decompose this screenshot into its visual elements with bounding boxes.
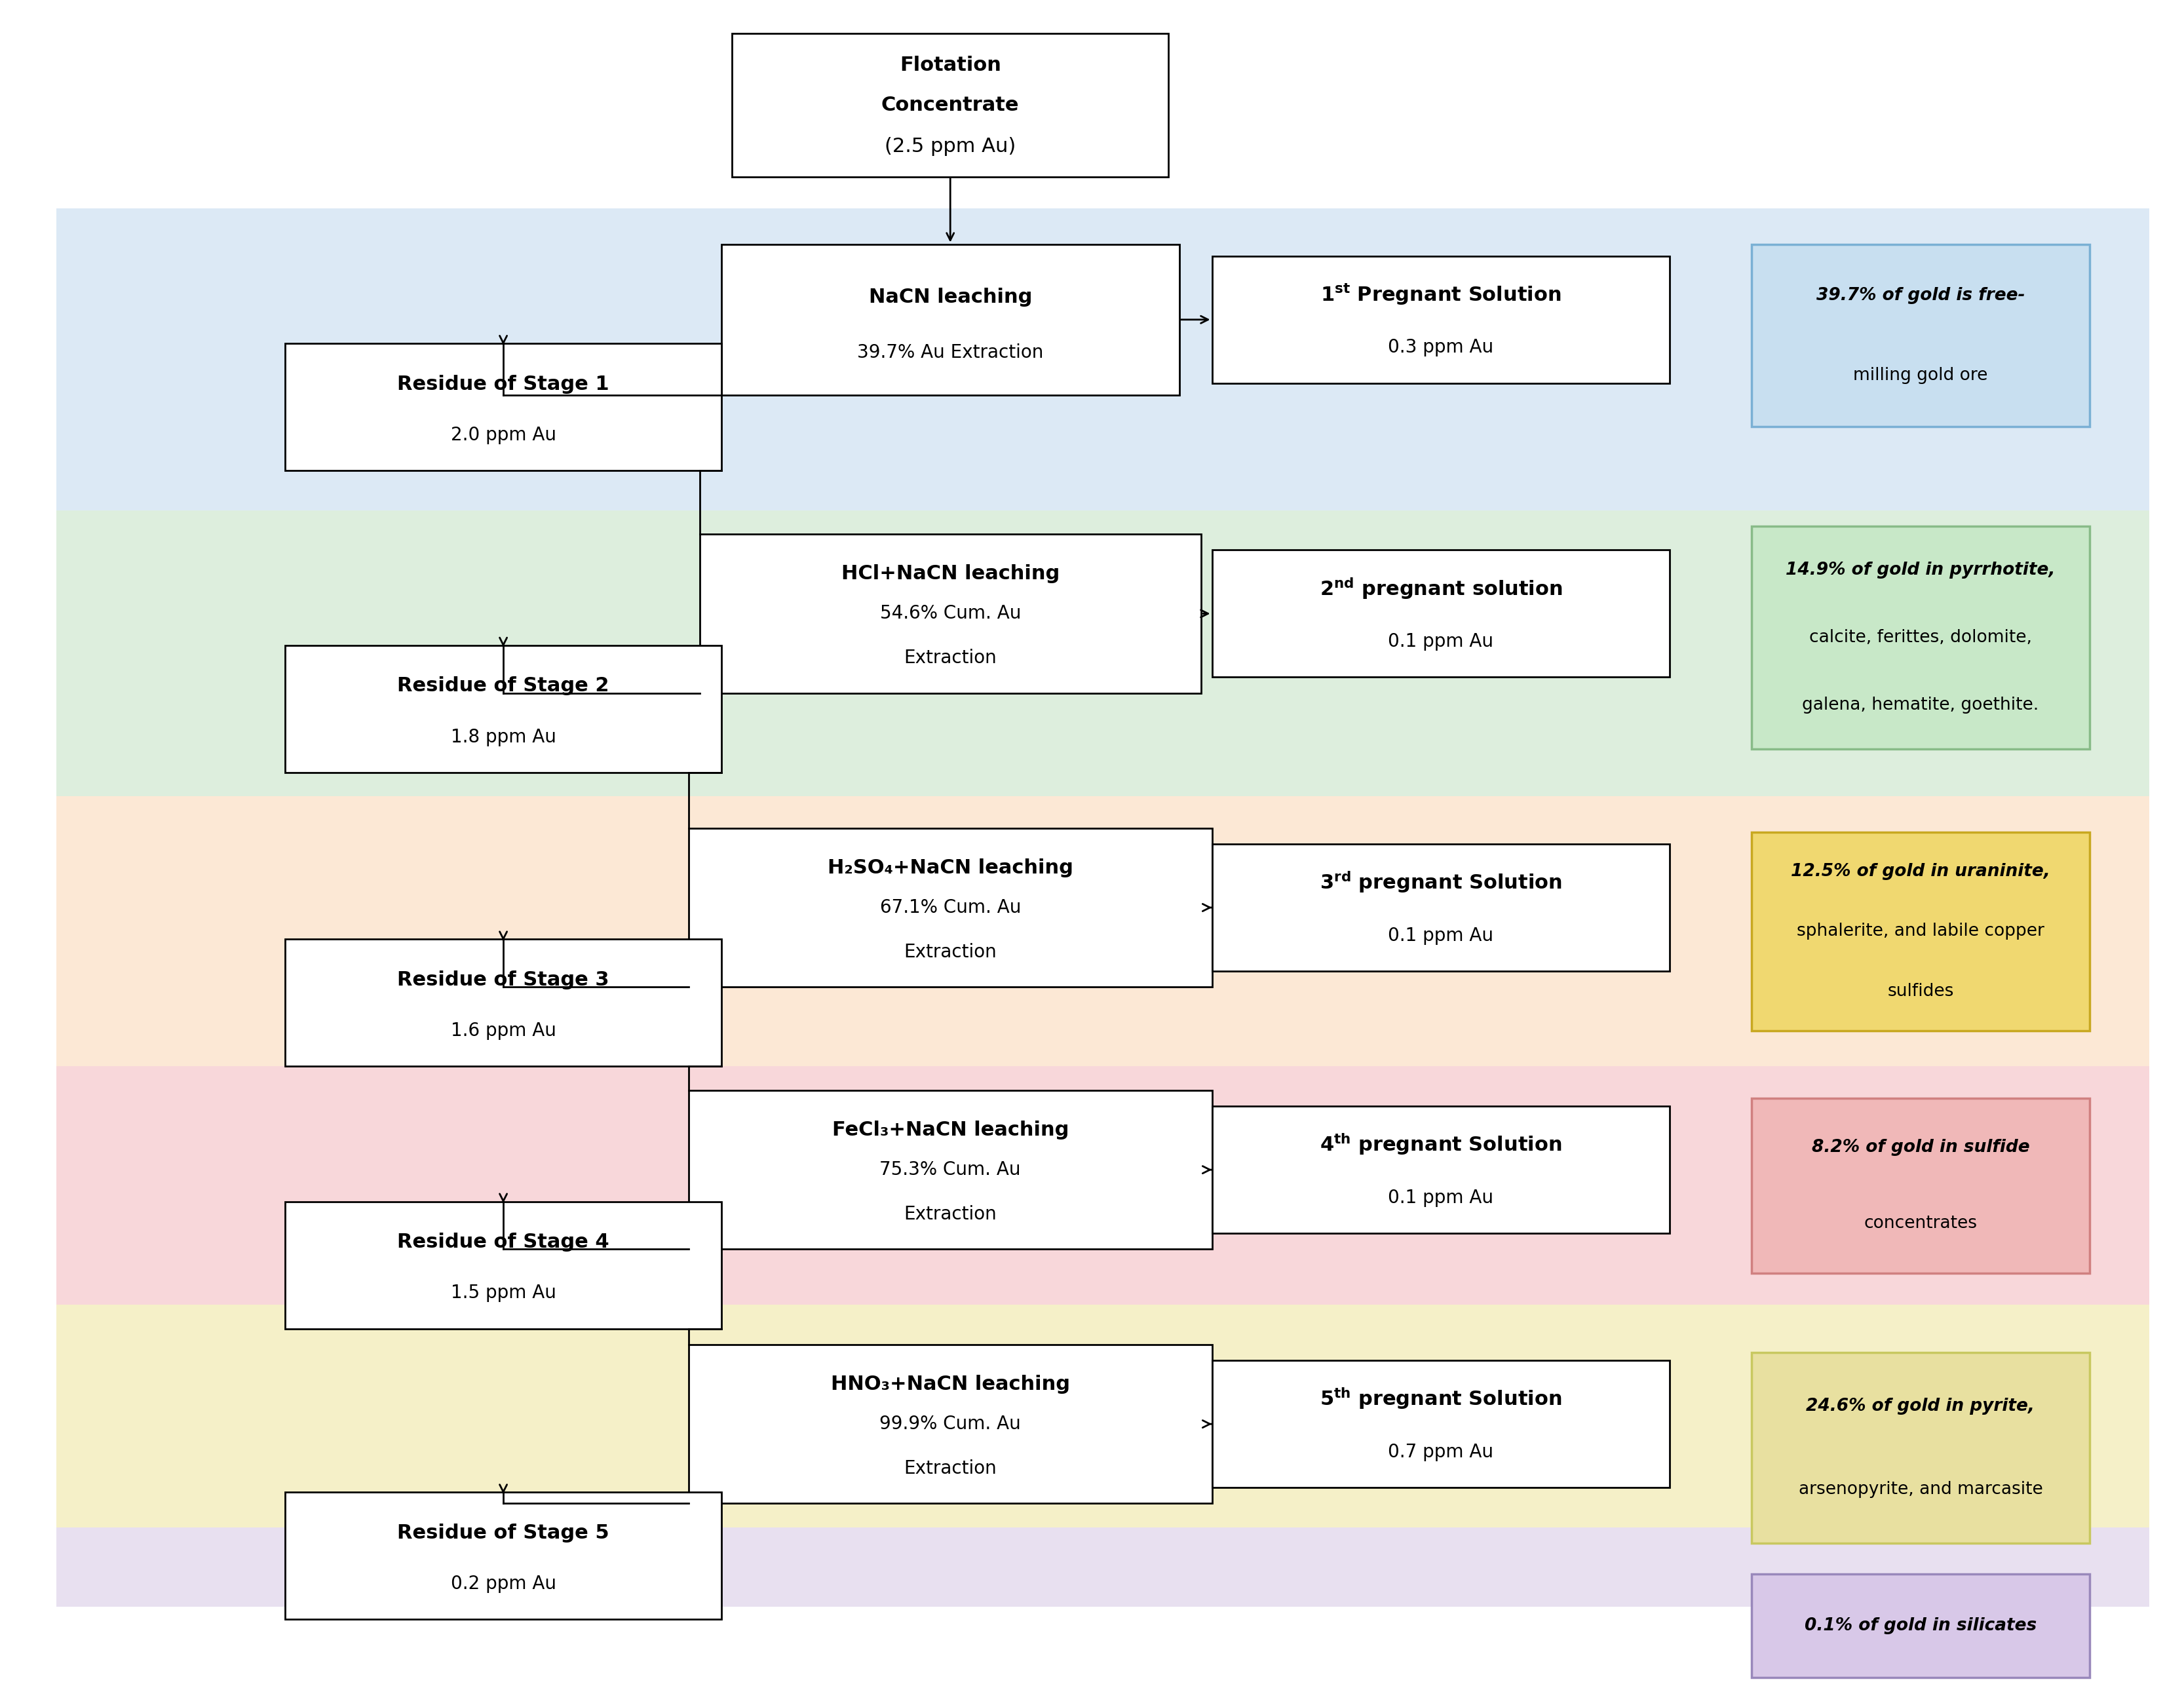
Bar (1752, 1575, 2090, 1678)
Bar (1212, 257, 1671, 383)
Bar (1212, 1361, 1671, 1487)
Bar (286, 939, 721, 1067)
Bar (1212, 1106, 1671, 1234)
Bar (1216, 265, 1666, 322)
Bar (1212, 550, 1671, 677)
Text: 24.6% of gold in pyrite,: 24.6% of gold in pyrite, (1806, 1398, 2035, 1415)
Text: arsenopyrite, and marcasite: arsenopyrite, and marcasite (1797, 1480, 2042, 1497)
Text: Residue of Stage 4: Residue of Stage 4 (397, 1232, 609, 1252)
Bar (1752, 832, 2090, 1031)
Text: Residue of Stage 1: Residue of Stage 1 (397, 375, 609, 393)
Bar (721, 245, 1179, 395)
Bar (1212, 844, 1671, 971)
Text: Residue of Stage 5: Residue of Stage 5 (397, 1524, 609, 1543)
Text: milling gold ore: milling gold ore (1854, 366, 1987, 383)
Text: H₂SO₄+NaCN leaching: H₂SO₄+NaCN leaching (828, 858, 1072, 878)
Text: 0.3 ppm Au: 0.3 ppm Au (1389, 338, 1494, 356)
Text: NaCN leaching: NaCN leaching (869, 287, 1033, 307)
Text: 3rd pregnant Solution: 3rd pregnant Solution (1317, 873, 1566, 891)
Text: Flotation: Flotation (900, 56, 1000, 74)
Text: 0.1 ppm Au: 0.1 ppm Au (1389, 1188, 1494, 1207)
Text: 99.9% Cum. Au: 99.9% Cum. Au (880, 1415, 1020, 1433)
Text: 1.8 ppm Au: 1.8 ppm Au (450, 728, 557, 746)
Text: 2nd pregnant solution: 2nd pregnant solution (1315, 579, 1566, 598)
Text: Extraction: Extraction (904, 1205, 996, 1224)
Text: 1.5 ppm Au: 1.5 ppm Au (450, 1285, 557, 1301)
Text: 5$^{\mathregular{th}}$ pregnant Solution: 5$^{\mathregular{th}}$ pregnant Solution (1319, 1386, 1562, 1411)
Text: FeCl₃+NaCN leaching: FeCl₃+NaCN leaching (832, 1121, 1068, 1139)
Text: 0.1 ppm Au: 0.1 ppm Au (1389, 633, 1494, 652)
Text: Extraction: Extraction (904, 648, 996, 667)
Text: 1$^{\mathregular{st}}$ Pregnant Solution: 1$^{\mathregular{st}}$ Pregnant Solution (1321, 282, 1562, 307)
Text: 12.5% of gold in uraninite,: 12.5% of gold in uraninite, (1791, 863, 2051, 879)
Text: 0.1 ppm Au: 0.1 ppm Au (1389, 927, 1494, 945)
Bar (688, 829, 1212, 987)
Bar (1752, 1352, 2090, 1543)
Text: 8.2% of gold in sulfide: 8.2% of gold in sulfide (1811, 1139, 2029, 1156)
Text: sphalerite, and labile copper: sphalerite, and labile copper (1797, 923, 2044, 940)
Bar (1752, 527, 2090, 749)
Text: 4$^{\mathregular{th}}$ pregnant Solution: 4$^{\mathregular{th}}$ pregnant Solution (1319, 1133, 1562, 1156)
Text: 0.7 ppm Au: 0.7 ppm Au (1389, 1443, 1494, 1462)
Bar (286, 645, 721, 773)
Text: Extraction: Extraction (904, 1460, 996, 1477)
Bar (732, 34, 1168, 177)
Bar (286, 1202, 721, 1328)
Text: 54.6% Cum. Au: 54.6% Cum. Au (880, 604, 1020, 623)
Text: 1st Pregnant Solution: 1st Pregnant Solution (1317, 285, 1564, 304)
Bar (1216, 1116, 1666, 1173)
Text: sulfides: sulfides (1887, 982, 1955, 999)
Bar (57, 797, 2149, 1067)
Bar (57, 1305, 2149, 1528)
Text: galena, hematite, goethite.: galena, hematite, goethite. (1802, 697, 2040, 714)
Bar (57, 1528, 2149, 1607)
Text: 4th pregnant Solution: 4th pregnant Solution (1317, 1134, 1566, 1155)
Text: Residue of Stage 2: Residue of Stage 2 (397, 677, 609, 695)
Bar (688, 1090, 1212, 1249)
Text: 2.0 ppm Au: 2.0 ppm Au (450, 425, 557, 444)
Bar (1752, 1099, 2090, 1273)
Bar (699, 533, 1201, 694)
Text: Residue of Stage 3: Residue of Stage 3 (397, 971, 609, 989)
Text: 39.7% Au Extraction: 39.7% Au Extraction (856, 344, 1044, 361)
Text: 67.1% Cum. Au: 67.1% Cum. Au (880, 898, 1020, 917)
Text: 0.2 ppm Au: 0.2 ppm Au (450, 1575, 557, 1593)
Bar (286, 343, 721, 471)
Text: 1.6 ppm Au: 1.6 ppm Au (450, 1021, 557, 1040)
Text: Extraction: Extraction (904, 944, 996, 960)
Bar (688, 1345, 1212, 1504)
Text: HNO₃+NaCN leaching: HNO₃+NaCN leaching (830, 1374, 1070, 1394)
Text: 3$^{\mathregular{rd}}$ pregnant Solution: 3$^{\mathregular{rd}}$ pregnant Solution (1319, 869, 1562, 895)
Bar (1216, 1371, 1666, 1426)
Text: HCl+NaCN leaching: HCl+NaCN leaching (841, 564, 1059, 584)
Text: 75.3% Cum. Au: 75.3% Cum. Au (880, 1161, 1020, 1178)
Bar (57, 510, 2149, 797)
Bar (57, 2, 2149, 208)
Text: (2.5 ppm Au): (2.5 ppm Au) (885, 137, 1016, 155)
Bar (57, 208, 2149, 510)
Bar (57, 1067, 2149, 1305)
Text: 5th pregnant Solution: 5th pregnant Solution (1317, 1389, 1566, 1408)
Bar (286, 1492, 721, 1619)
Text: 39.7% of gold is free-: 39.7% of gold is free- (1817, 287, 2025, 304)
Text: 2$^{\mathregular{nd}}$ pregnant solution: 2$^{\mathregular{nd}}$ pregnant solution (1319, 576, 1562, 601)
Text: 0.1% of gold in silicates: 0.1% of gold in silicates (1804, 1617, 2038, 1634)
Text: calcite, ferittes, dolomite,: calcite, ferittes, dolomite, (1808, 630, 2031, 647)
Bar (1216, 559, 1666, 616)
Text: concentrates: concentrates (1863, 1215, 1977, 1232)
Bar (1216, 854, 1666, 912)
Text: 14.9% of gold in pyrrhotite,: 14.9% of gold in pyrrhotite, (1787, 562, 2055, 579)
Text: Concentrate: Concentrate (882, 96, 1020, 115)
Bar (1752, 245, 2090, 427)
